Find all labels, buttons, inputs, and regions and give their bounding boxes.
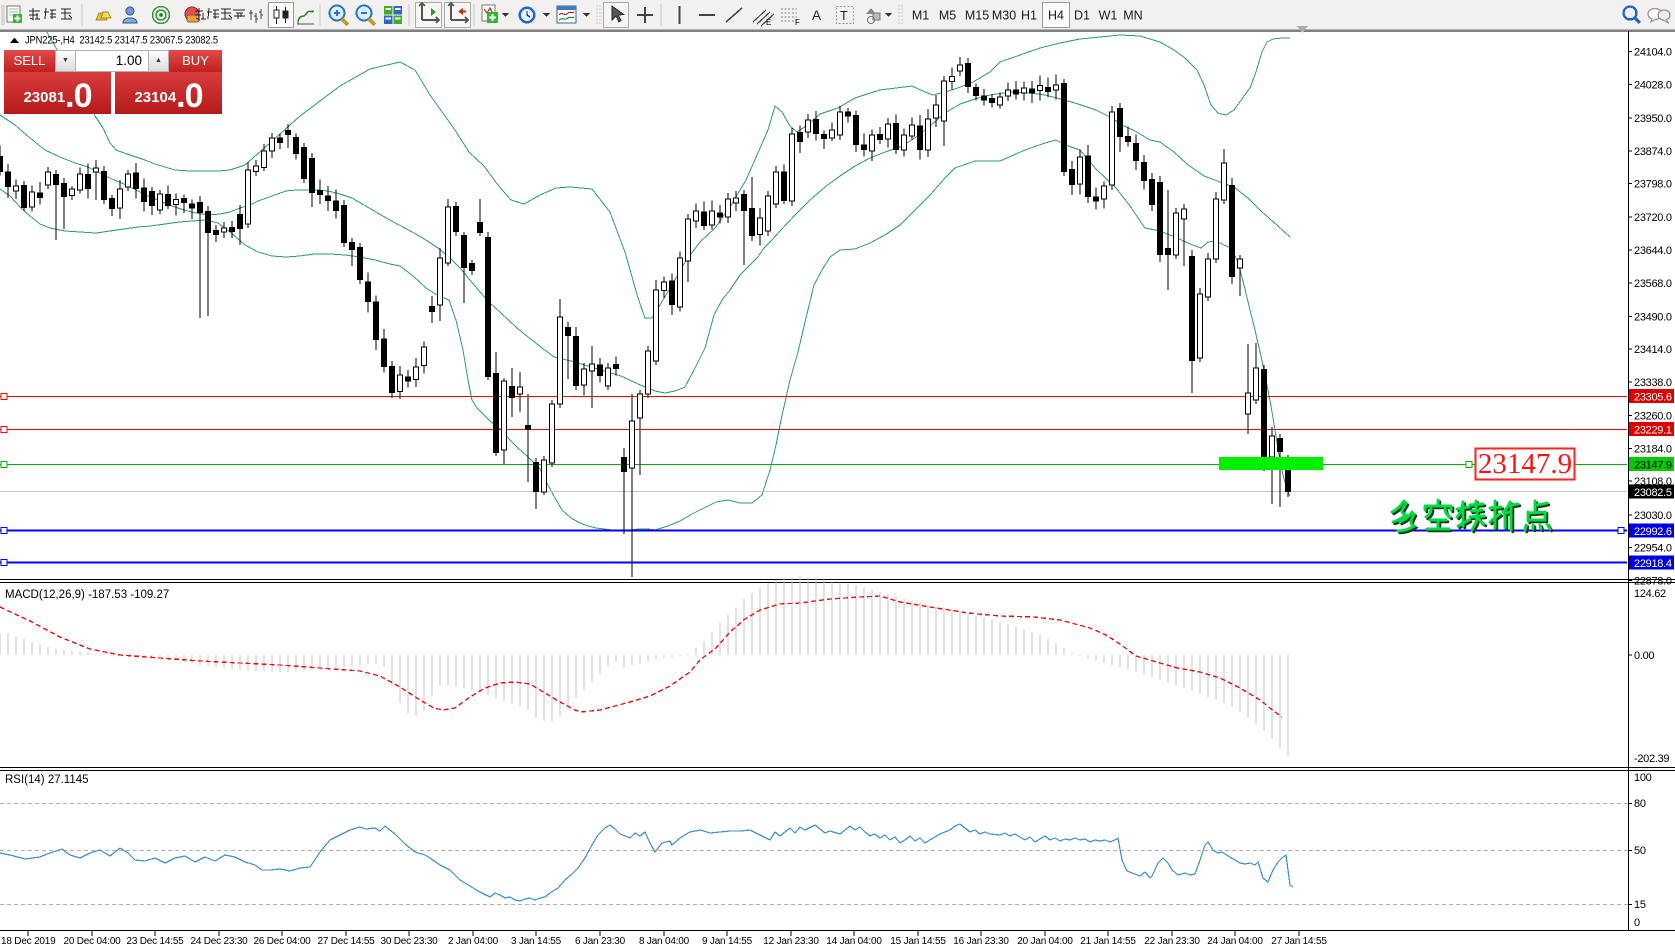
svg-text:15 Jan 14:55: 15 Jan 14:55: [890, 936, 946, 947]
svg-text:23338.0: 23338.0: [1634, 377, 1672, 389]
svg-text:MACD(12,26,9) -187.53 -109.27: MACD(12,26,9) -187.53 -109.27: [5, 589, 169, 601]
svg-text:23082.5: 23082.5: [1634, 487, 1672, 499]
svg-text:23229.1: 23229.1: [1634, 425, 1672, 437]
svg-text:16 Jan 23:30: 16 Jan 23:30: [953, 936, 1009, 947]
svg-text:9 Jan 14:55: 9 Jan 14:55: [702, 936, 753, 947]
svg-text:JPN225-,H4 23142.5 23147.5 23: JPN225-,H4 23142.5 23147.5 23067.5 23082…: [25, 35, 218, 47]
svg-text:H1: H1: [1021, 9, 1037, 23]
svg-text:6 Jan 23:30: 6 Jan 23:30: [575, 936, 626, 947]
svg-text:23184.0: 23184.0: [1634, 444, 1672, 456]
svg-text:M30: M30: [992, 9, 1016, 23]
svg-text:8 Jan 04:00: 8 Jan 04:00: [639, 936, 690, 947]
svg-text:23490.0: 23490.0: [1634, 311, 1672, 323]
svg-text:D1: D1: [1074, 9, 1090, 23]
svg-text:21 Jan 14:55: 21 Jan 14:55: [1080, 936, 1136, 947]
svg-text:14 Jan 04:00: 14 Jan 04:00: [826, 936, 882, 947]
svg-text:24104.0: 24104.0: [1634, 47, 1672, 59]
svg-text:22954.0: 22954.0: [1634, 543, 1672, 555]
svg-text:0: 0: [1634, 917, 1640, 929]
svg-text:18 Dec 2019: 18 Dec 2019: [1, 936, 56, 947]
svg-text:23 Dec 14:55: 23 Dec 14:55: [126, 936, 184, 947]
svg-text:23874.0: 23874.0: [1634, 146, 1672, 158]
svg-text:80: 80: [1634, 798, 1646, 810]
svg-text:124.62: 124.62: [1634, 588, 1666, 600]
svg-text:22 Jan 23:30: 22 Jan 23:30: [1144, 936, 1200, 947]
svg-text:23260.0: 23260.0: [1634, 411, 1672, 423]
svg-text:23147.9: 23147.9: [1478, 448, 1572, 480]
svg-text:23030.0: 23030.0: [1634, 510, 1672, 522]
svg-text:A: A: [812, 8, 821, 23]
svg-text:M5: M5: [939, 9, 956, 23]
svg-text:M1: M1: [912, 9, 929, 23]
svg-text:15: 15: [1634, 899, 1646, 911]
svg-text:22878.0: 22878.0: [1634, 576, 1672, 588]
svg-text:50: 50: [1634, 845, 1646, 857]
svg-text:24 Dec 23:30: 24 Dec 23:30: [190, 936, 248, 947]
svg-text:27 Dec 14:55: 27 Dec 14:55: [317, 936, 375, 947]
svg-text:23644.0: 23644.0: [1634, 245, 1672, 257]
svg-text:M15: M15: [965, 9, 989, 23]
svg-text:27 Jan 14:55: 27 Jan 14:55: [1271, 936, 1327, 947]
svg-text:2 Jan 04:00: 2 Jan 04:00: [448, 936, 499, 947]
svg-text:3 Jan 14:55: 3 Jan 14:55: [511, 936, 562, 947]
svg-text:24028.0: 24028.0: [1634, 79, 1672, 91]
svg-text:MN: MN: [1123, 9, 1142, 23]
svg-text:H4: H4: [1048, 9, 1064, 23]
svg-text:23720.0: 23720.0: [1634, 212, 1672, 224]
svg-text:20 Dec 04:00: 20 Dec 04:00: [63, 936, 121, 947]
svg-text:100: 100: [1634, 772, 1652, 784]
svg-text:23414.0: 23414.0: [1634, 344, 1672, 356]
svg-text:23305.6: 23305.6: [1634, 392, 1672, 404]
svg-text:23950.0: 23950.0: [1634, 113, 1672, 125]
svg-text:30 Dec 23:30: 30 Dec 23:30: [380, 936, 438, 947]
svg-text:RSI(14) 27.1145: RSI(14) 27.1145: [5, 774, 89, 786]
svg-text:12 Jan 23:30: 12 Jan 23:30: [763, 936, 819, 947]
svg-text:F: F: [795, 18, 800, 27]
svg-text:W1: W1: [1099, 9, 1118, 23]
svg-text:22992.6: 22992.6: [1634, 526, 1672, 538]
svg-text:23147.9: 23147.9: [1634, 460, 1672, 472]
svg-text:20 Jan 04:00: 20 Jan 04:00: [1017, 936, 1073, 947]
svg-text:-202.39: -202.39: [1634, 753, 1669, 765]
svg-text:22918.4: 22918.4: [1634, 558, 1672, 570]
svg-text:E: E: [766, 18, 771, 27]
svg-text:T: T: [840, 9, 848, 23]
svg-text:26 Dec 04:00: 26 Dec 04:00: [253, 936, 311, 947]
svg-text:23798.0: 23798.0: [1634, 179, 1672, 191]
svg-text:24 Jan 04:00: 24 Jan 04:00: [1207, 936, 1263, 947]
svg-text:0.00: 0.00: [1634, 650, 1654, 662]
svg-text:23568.0: 23568.0: [1634, 278, 1672, 290]
